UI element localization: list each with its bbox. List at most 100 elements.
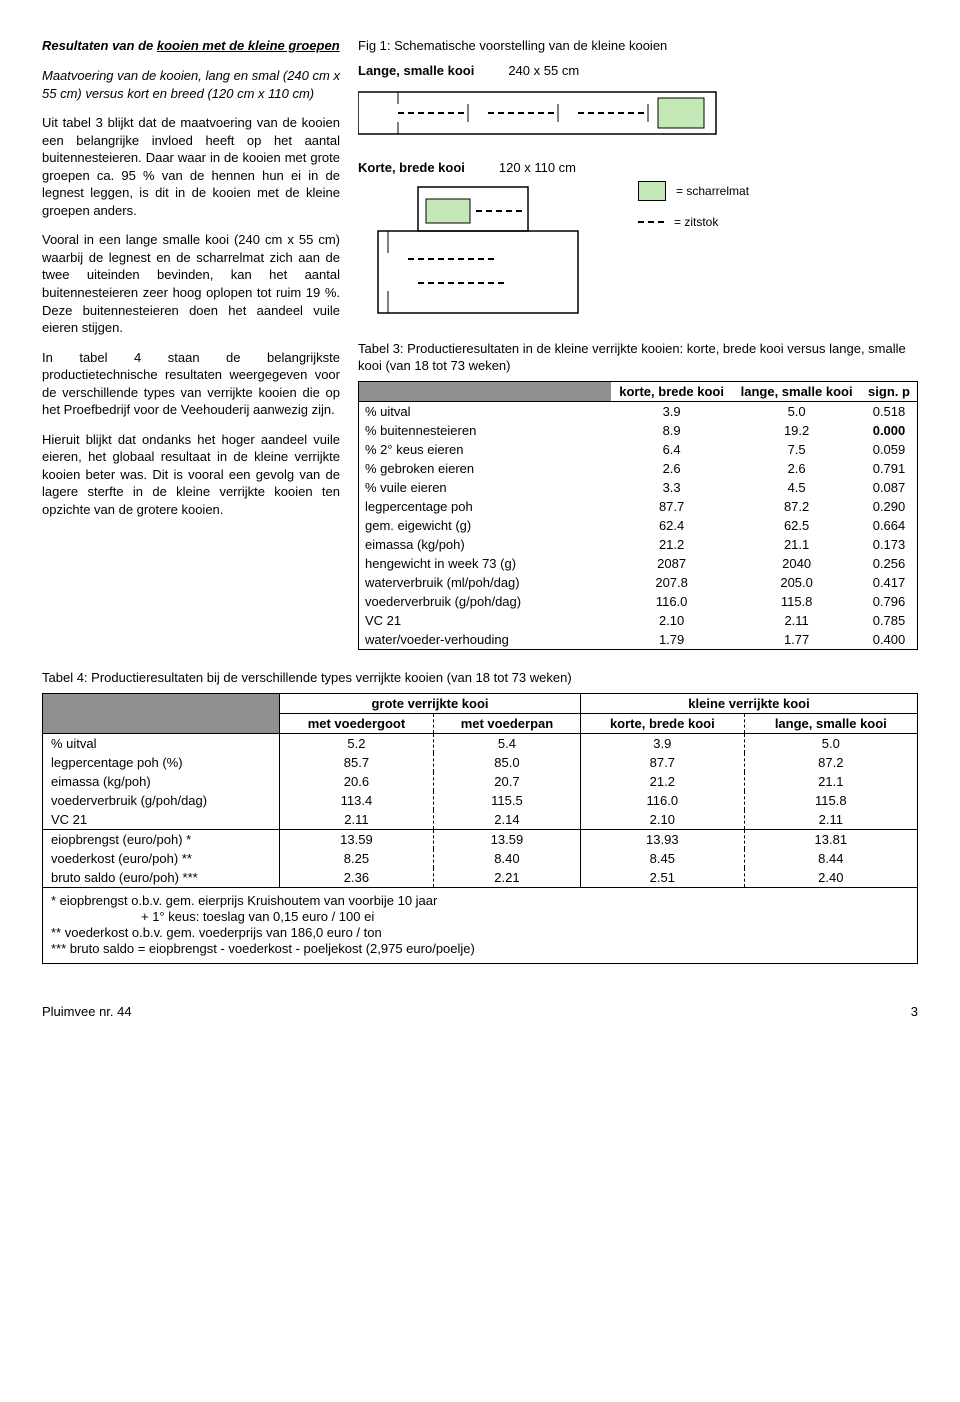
cell: legpercentage poh — [359, 497, 612, 516]
legend-scharrelmat: = scharrelmat — [638, 181, 749, 201]
cell: 85.7 — [280, 753, 434, 772]
table-row: % uitval5.25.43.95.0 — [43, 733, 918, 753]
table-4: grote verrijkte kooi kleine verrijkte ko… — [42, 693, 918, 888]
cell: 3.9 — [581, 733, 745, 753]
cell: 13.59 — [433, 829, 580, 849]
cell: bruto saldo (euro/poh) *** — [43, 868, 280, 888]
cell: 2.36 — [280, 868, 434, 888]
cell: 0.087 — [861, 478, 918, 497]
cell: 2.11 — [732, 611, 861, 630]
cell: 0.290 — [861, 497, 918, 516]
fig1-row2-label: Korte, brede kooi — [358, 160, 465, 175]
table-row: % buitennesteieren8.919.20.000 — [359, 421, 918, 440]
cell: % uitval — [43, 733, 280, 753]
cell: 0.796 — [861, 592, 918, 611]
right-column: Fig 1: Schematische voorstelling van de … — [358, 38, 918, 650]
cell: waterverbruik (ml/poh/dag) — [359, 573, 612, 592]
cell: 113.4 — [280, 791, 434, 810]
cell: 8.25 — [280, 849, 434, 868]
para-5: Hieruit blijkt dat ondanks het hoger aan… — [42, 431, 340, 519]
tbl4-grp1: grote verrijkte kooi — [280, 693, 581, 713]
cell: 0.518 — [861, 401, 918, 421]
cell: 5.2 — [280, 733, 434, 753]
table-row: % uitval3.95.00.518 — [359, 401, 918, 421]
cell: 2.40 — [744, 868, 917, 888]
legend-scharrelmat-text: = scharrelmat — [676, 184, 749, 198]
swatch-scharrelmat — [638, 181, 666, 201]
tbl3-caption: Tabel 3: Productieresultaten in de klein… — [358, 341, 918, 375]
cell: 87.7 — [581, 753, 745, 772]
two-column-layout: Resultaten van de kooien met de kleine g… — [42, 38, 918, 650]
note-1: * eiopbrengst o.b.v. gem. eierprijs Krui… — [51, 893, 909, 908]
cell: % gebroken eieren — [359, 459, 612, 478]
cell: 115.8 — [732, 592, 861, 611]
para-3: Vooral in een lange smalle kooi (240 cm … — [42, 231, 340, 336]
cell: % buitennesteieren — [359, 421, 612, 440]
tbl3-h1: korte, brede kooi — [611, 381, 732, 401]
cell: 116.0 — [611, 592, 732, 611]
cell: eimassa (kg/poh) — [43, 772, 280, 791]
tbl4-sh2: met voederpan — [433, 713, 580, 733]
title-prefix: Resultaten van de — [42, 38, 157, 53]
tbl4-sh4: lange, smalle kooi — [744, 713, 917, 733]
tbl4-caption: Tabel 4: Productieresultaten bij de vers… — [42, 670, 918, 685]
legend-zitstok: = zitstok — [638, 215, 749, 229]
table-row: hengewicht in week 73 (g)208720400.256 — [359, 554, 918, 573]
cell: 0.059 — [861, 440, 918, 459]
table-row: % 2° keus eieren6.47.50.059 — [359, 440, 918, 459]
cell: 3.9 — [611, 401, 732, 421]
cell: 21.1 — [744, 772, 917, 791]
table-row: voederkost (euro/poh) **8.258.408.458.44 — [43, 849, 918, 868]
tbl3-h2: lange, smalle kooi — [732, 381, 861, 401]
cell: 115.5 — [433, 791, 580, 810]
fig1-long-cage-svg — [358, 84, 718, 142]
cell: legpercentage poh (%) — [43, 753, 280, 772]
cell: 205.0 — [732, 573, 861, 592]
cell: 2040 — [732, 554, 861, 573]
cell: 2.10 — [611, 611, 732, 630]
fig1-row2-labels: Korte, brede kooi 120 x 110 cm — [358, 160, 918, 175]
cell: 3.3 — [611, 478, 732, 497]
fig1-row1-labels: Lange, smalle kooi 240 x 55 cm — [358, 63, 918, 78]
cell: 87.2 — [744, 753, 917, 772]
cell: 85.0 — [433, 753, 580, 772]
table-row: % gebroken eieren2.62.60.791 — [359, 459, 918, 478]
table-row: legpercentage poh87.787.20.290 — [359, 497, 918, 516]
cell: 8.45 — [581, 849, 745, 868]
table-row: VC 212.112.142.102.11 — [43, 810, 918, 830]
fig1-caption: Fig 1: Schematische voorstelling van de … — [358, 38, 918, 53]
table-row: voederverbruik (g/poh/dag)116.0115.80.79… — [359, 592, 918, 611]
left-column: Resultaten van de kooien met de kleine g… — [42, 38, 340, 650]
fig1-row1-label: Lange, smalle kooi — [358, 63, 474, 78]
cell: 2.11 — [280, 810, 434, 830]
cell: % vuile eieren — [359, 478, 612, 497]
cell: 6.4 — [611, 440, 732, 459]
table-row: eiopbrengst (euro/poh) *13.5913.5913.931… — [43, 829, 918, 849]
swatch-zitstok — [638, 221, 664, 223]
cell: 115.8 — [744, 791, 917, 810]
fig1-row2-dim: 120 x 110 cm — [499, 160, 576, 175]
cell: % 2° keus eieren — [359, 440, 612, 459]
cell: 8.40 — [433, 849, 580, 868]
fig1: Lange, smalle kooi 240 x 55 cm — [358, 63, 918, 321]
section-title: Resultaten van de kooien met de kleine g… — [42, 38, 340, 53]
cell: 5.0 — [732, 401, 861, 421]
cell: 20.7 — [433, 772, 580, 791]
tbl3-h0 — [359, 381, 612, 401]
cell: 13.93 — [581, 829, 745, 849]
table-3: korte, brede kooi lange, smalle kooi sig… — [358, 381, 918, 650]
cell: 0.256 — [861, 554, 918, 573]
cell: 21.2 — [581, 772, 745, 791]
cell: 5.4 — [433, 733, 580, 753]
table-row: eimassa (kg/poh)20.620.721.221.1 — [43, 772, 918, 791]
fig1-legend: = scharrelmat = zitstok — [638, 181, 749, 243]
cell: 1.77 — [732, 630, 861, 650]
para-4: In tabel 4 staan de belangrijkste produc… — [42, 349, 340, 419]
cell: 0.417 — [861, 573, 918, 592]
cell: hengewicht in week 73 (g) — [359, 554, 612, 573]
table-row: bruto saldo (euro/poh) ***2.362.212.512.… — [43, 868, 918, 888]
cell: 2.51 — [581, 868, 745, 888]
cell: 2.11 — [744, 810, 917, 830]
cell: 19.2 — [732, 421, 861, 440]
cell: eimassa (kg/poh) — [359, 535, 612, 554]
